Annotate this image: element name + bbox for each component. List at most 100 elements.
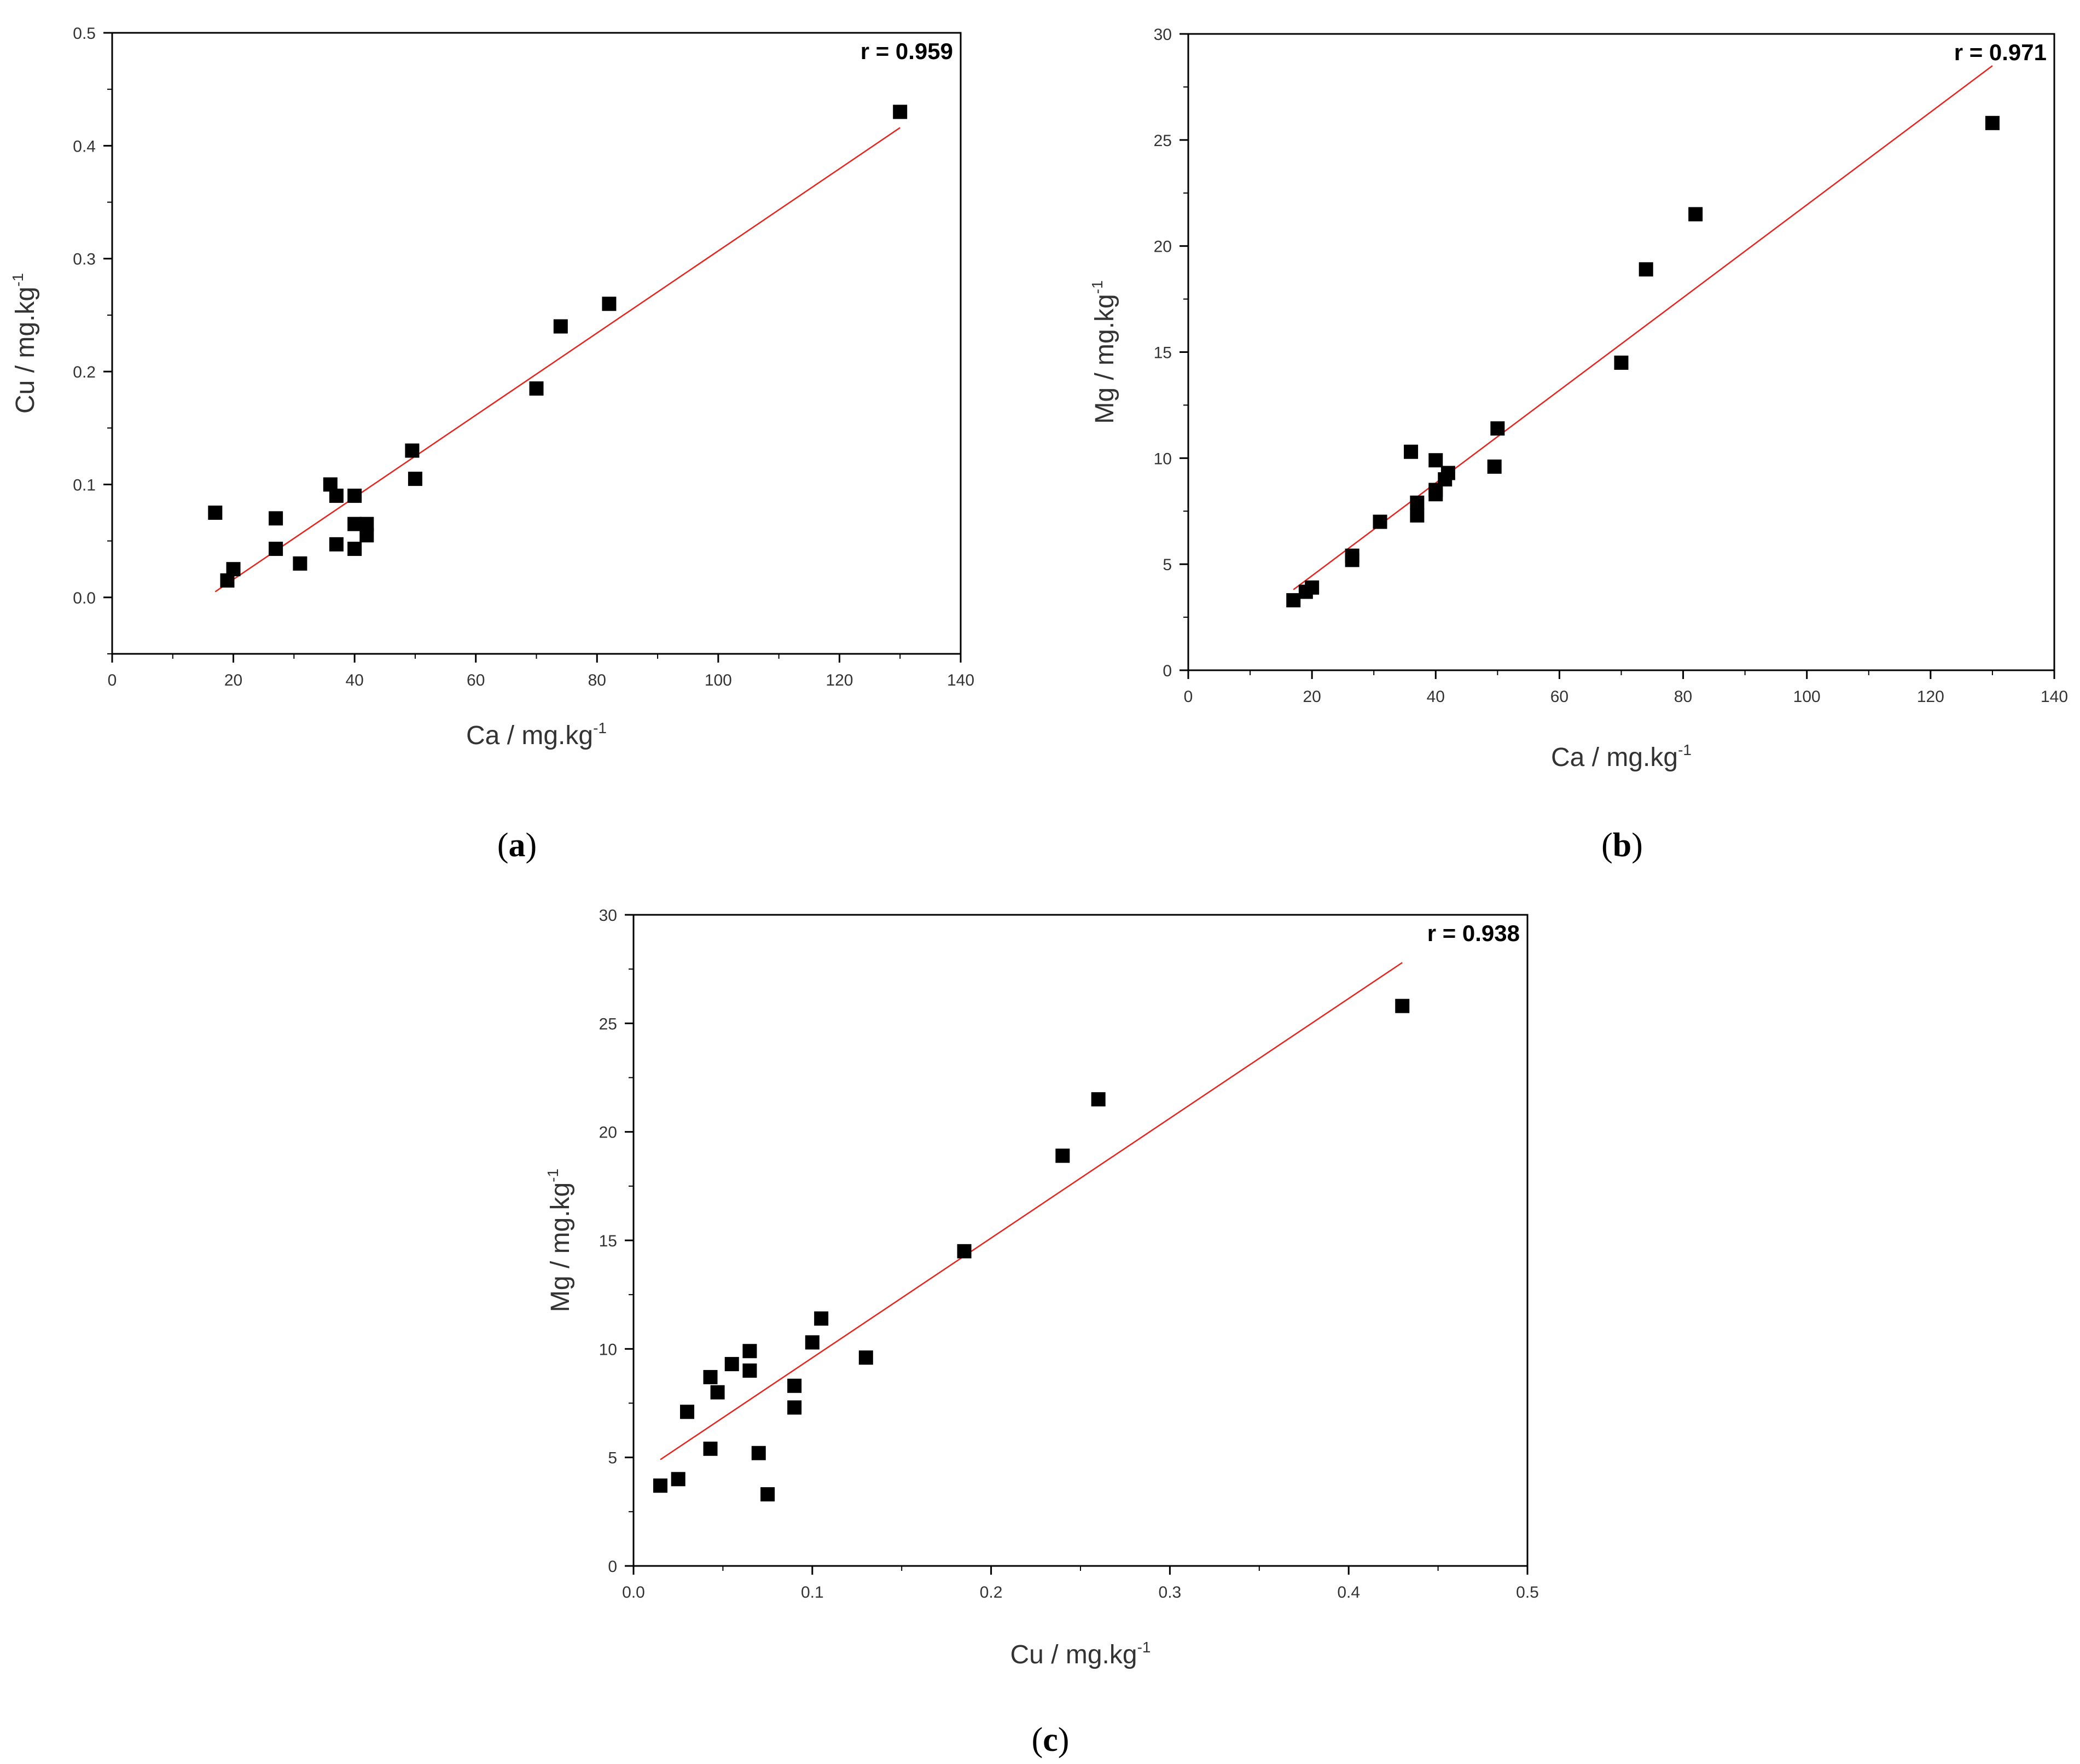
data-point — [1373, 514, 1387, 529]
data-point — [751, 1446, 766, 1460]
y-tick-label: 0.1 — [73, 476, 96, 494]
regression-line — [214, 127, 900, 593]
data-point — [1490, 421, 1505, 436]
x-axis-title: Cu / mg.kg-1 — [1010, 1639, 1151, 1669]
data-point — [760, 1487, 775, 1502]
data-point — [703, 1441, 718, 1456]
panel-label: (c) — [1032, 1721, 1070, 1759]
data-point — [293, 556, 307, 571]
data-point — [1286, 593, 1301, 608]
x-axis-title: Ca / mg.kg-1 — [466, 719, 607, 750]
x-tick-label: 0.3 — [1159, 1583, 1182, 1601]
data-point — [347, 489, 362, 503]
data-point — [742, 1363, 757, 1378]
x-tick-label: 0.4 — [1337, 1583, 1360, 1601]
data-point — [724, 1357, 739, 1372]
data-point — [529, 381, 544, 396]
data-point — [347, 542, 362, 556]
y-tick-label: 25 — [599, 1015, 617, 1033]
x-tick-label: 100 — [1793, 688, 1821, 706]
chart-a: 0 20 40 60 80 100 120 140 0.0 0.1 0.2 0.3 0.4 0.5 r = … — [9, 25, 974, 864]
data-point — [671, 1472, 685, 1487]
x-tick-label: 20 — [224, 671, 242, 689]
y-tick-label: 0.0 — [73, 589, 96, 607]
x-tick-label: 40 — [1427, 688, 1445, 706]
x-tick-label: 140 — [2041, 688, 2068, 706]
data-point — [1428, 487, 1443, 502]
data-point — [1614, 355, 1629, 370]
x-tick-label: 20 — [1303, 688, 1321, 706]
data-point — [208, 506, 223, 520]
data-point — [602, 297, 617, 311]
data-point — [805, 1335, 820, 1350]
x-tick-label: 120 — [826, 671, 853, 689]
data-point — [347, 517, 362, 531]
data-point — [1404, 444, 1419, 459]
x-tick-label: 0.1 — [801, 1583, 824, 1601]
y-tick-label: 15 — [599, 1232, 617, 1250]
data-point — [742, 1344, 757, 1359]
correlation-label: r = 0.959 — [861, 38, 953, 64]
data-point — [1345, 553, 1359, 567]
plot-frame — [111, 32, 962, 655]
data-point — [1428, 453, 1443, 468]
x-tick-label: 0.2 — [980, 1583, 1003, 1601]
data-point — [653, 1478, 668, 1493]
data-point — [553, 319, 568, 334]
regression-line — [660, 962, 1403, 1460]
y-tick-label: 10 — [1154, 450, 1172, 468]
y-tick-label: 0.4 — [73, 137, 96, 155]
x-tick-label: 60 — [1550, 688, 1568, 706]
data-point — [703, 1370, 718, 1384]
chart-c: 0.0 0.1 0.2 0.3 0.4 0.5 0 5 10 15 20 25 30 r = 0.938 C… — [544, 907, 1539, 1759]
x-tick-label: 0 — [108, 671, 117, 689]
y-tick-label: 0 — [1163, 662, 1172, 680]
data-point — [359, 528, 374, 543]
y-tick-label: 20 — [1154, 238, 1172, 256]
plot-frame — [632, 914, 1529, 1567]
data-point — [1688, 207, 1703, 222]
y-tick-label: 10 — [599, 1341, 617, 1359]
x-tick-label: 80 — [1674, 688, 1692, 706]
data-point — [680, 1405, 695, 1419]
y-tick-label: 5 — [608, 1449, 617, 1467]
data-point — [957, 1244, 972, 1258]
y-axis-title: Cu / mg.kg-1 — [9, 273, 40, 414]
y-tick-label: 20 — [599, 1124, 617, 1142]
data-point — [329, 489, 344, 503]
data-point — [787, 1400, 802, 1415]
y-axis-title: Mg / mg.kg-1 — [544, 1169, 575, 1312]
chart-b: 0 20 40 60 80 100 120 140 0 5 10 15 20 25 30 r = 0.971 C… — [1089, 26, 2068, 864]
x-axis-title: Ca / mg.kg-1 — [1551, 741, 1692, 772]
x-tick-label: 80 — [588, 671, 606, 689]
data-point — [1410, 508, 1425, 523]
y-tick-label: 0.2 — [73, 363, 96, 381]
data-point — [1055, 1148, 1070, 1163]
data-point — [1395, 999, 1410, 1013]
data-point — [893, 105, 908, 119]
y-tick-label: 30 — [599, 907, 617, 925]
y-tick-label: 0.5 — [73, 25, 96, 43]
data-point — [1985, 115, 2000, 130]
data-point — [1410, 495, 1425, 510]
data-point — [1440, 466, 1455, 480]
y-tick-label: 30 — [1154, 26, 1172, 44]
y-tick-label: 5 — [1163, 556, 1172, 574]
x-tick-label: 40 — [345, 671, 363, 689]
y-axis-title: Mg / mg.kg-1 — [1089, 280, 1119, 423]
x-tick-label: 100 — [705, 671, 732, 689]
correlation-label: r = 0.971 — [1954, 39, 2047, 65]
panel-label: (b) — [1601, 827, 1643, 864]
x-tick-label: 120 — [1917, 688, 1944, 706]
panel-label: (a) — [497, 827, 537, 864]
data-point — [408, 472, 422, 486]
y-tick-label: 0 — [608, 1558, 617, 1576]
y-tick-label: 15 — [1154, 344, 1172, 362]
data-point — [1091, 1092, 1106, 1107]
data-point — [1639, 262, 1653, 277]
correlation-label: r = 0.938 — [1427, 920, 1520, 946]
x-tick-label: 0.0 — [622, 1583, 645, 1601]
data-point — [269, 542, 283, 556]
data-point — [814, 1311, 829, 1326]
